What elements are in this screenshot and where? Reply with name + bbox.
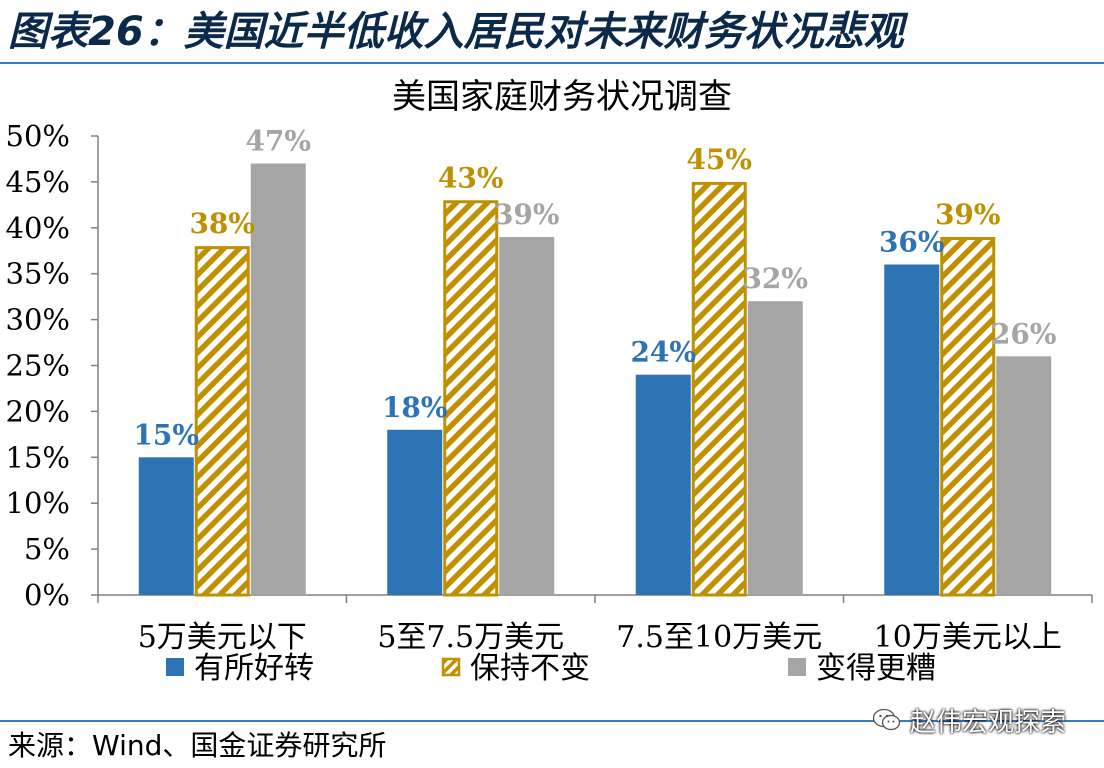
y-tick-label: 5% (24, 532, 70, 566)
y-tick-label: 25% (6, 349, 70, 383)
watermark: 赵伟宏观探索 (872, 703, 1067, 738)
worse-label: 26% (991, 317, 1057, 350)
legend-label-worse: 变得更糟 (816, 651, 936, 686)
unchanged-label: 38% (189, 207, 255, 240)
worse-bar (499, 236, 555, 596)
y-tick-label: 30% (6, 303, 70, 337)
improved-bar (884, 264, 940, 595)
y-tick-label: 45% (6, 165, 70, 199)
improved-bar (387, 429, 443, 595)
legend-swatch-worse (788, 658, 806, 676)
y-axis: 0% 5% 10% 15% 20% 25% 30% 35% 40% 45% 50% (6, 119, 99, 612)
unchanged-label: 45% (686, 143, 752, 176)
y-tick-label: 10% (6, 486, 70, 520)
chart-title: 美国家庭财务状况调查 (392, 77, 732, 117)
y-tick-label: 0% (24, 578, 70, 612)
improved-bar (138, 457, 194, 595)
title-divider (0, 62, 1104, 64)
worse-bar (996, 356, 1052, 595)
unchanged-label: 39% (935, 198, 1001, 231)
x-tick-label: 7.5至10万美元 (616, 620, 822, 655)
improved-bar (635, 374, 691, 595)
bar-chart: 美国家庭财务状况调查 0% 5% 10% 15% 20% 25% 30% 35% 40% 45% 5… (6, 77, 1093, 686)
worse-label: 47% (245, 125, 311, 158)
y-tick-label: 20% (6, 394, 70, 428)
improved-label: 15% (133, 418, 199, 451)
legend: 有所好转 保持不变 变得更糟 (166, 651, 936, 686)
worse-bar (250, 163, 306, 595)
bars (138, 163, 1052, 597)
bar-labels: 15% 18% 24% 36% 38% 43% 45% 39% 47% 39% 32% 26% (133, 125, 1056, 452)
unchanged-label: 43% (438, 161, 504, 194)
legend-label-unchanged: 保持不变 (470, 651, 590, 686)
y-tick-label: 40% (6, 211, 70, 245)
worse-label: 39% (494, 198, 560, 231)
worse-bar (747, 301, 803, 595)
x-axis: 5万美元以下 5至7.5万美元 7.5至10万美元 10万美元以上 (97, 594, 1093, 655)
unchanged-bar (940, 236, 996, 597)
source-note: 来源：Wind、国金证券研究所 (8, 729, 387, 762)
improved-label: 24% (630, 336, 696, 369)
figure-title: 图表26：美国近半低收入居民对未来财务状况悲观 (8, 9, 904, 55)
legend-swatch-improved (166, 658, 184, 676)
legend-label-improved: 有所好转 (194, 651, 314, 686)
improved-label: 36% (879, 226, 945, 259)
y-tick-label: 15% (6, 440, 70, 474)
watermark-text: 赵伟宏观探索 (910, 707, 1067, 738)
unchanged-bar (443, 200, 499, 597)
x-tick-label: 10万美元以上 (874, 620, 1062, 655)
improved-label: 18% (382, 391, 448, 424)
unchanged-bar (194, 246, 250, 597)
y-tick-label: 50% (6, 119, 70, 153)
x-tick-label: 5至7.5万美元 (377, 620, 564, 655)
y-tick-label: 35% (6, 257, 70, 291)
worse-label: 32% (742, 262, 808, 295)
footer-divider (0, 720, 1104, 722)
unchanged-bar (691, 181, 747, 597)
wechat-icon (872, 708, 901, 731)
legend-swatch-unchanged (441, 657, 461, 677)
x-tick-label: 5万美元以下 (138, 620, 307, 655)
